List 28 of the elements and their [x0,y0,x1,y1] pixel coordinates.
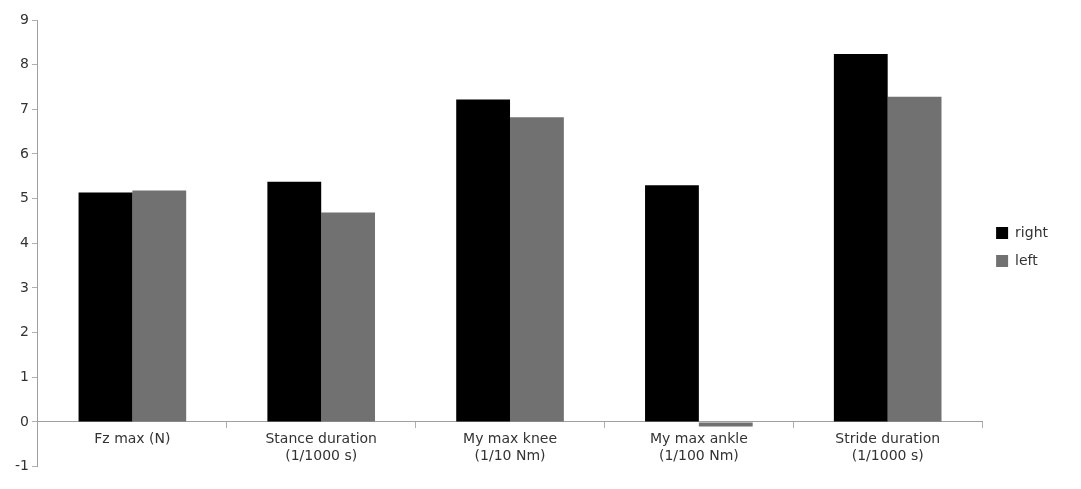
y-tick-label: 8 [20,55,29,72]
x-tick-label: My max ankle (1/100 Nm) [649,429,748,463]
bar [698,422,753,427]
y-tick-label: 9 [20,10,29,27]
bar [510,117,564,422]
legend-label: left [1015,251,1039,268]
x-tick-label: My max knee (1/10 Nm) [463,429,558,463]
x-tick-label: Stance duration (1/1000 s) [265,429,377,463]
y-tick-label: 4 [20,233,30,250]
y-tick-label: 2 [20,323,29,340]
legend-label: right [1015,223,1049,240]
y-tick-label: -1 [14,457,29,474]
y-tick-label: 7 [20,99,29,116]
x-tick-label: Fz max (N) [94,429,171,446]
x-tick-label: Stride duration (1/1000 s) [835,429,941,463]
y-tick-label: 1 [20,367,29,384]
y-tick-label: 6 [20,144,30,161]
bar [645,185,699,422]
bar [887,96,942,422]
bar [267,181,322,422]
y-tick-label: 5 [20,189,29,206]
bar [833,53,888,422]
bar [321,212,376,422]
bar [456,99,511,422]
bar [78,192,133,422]
y-tick-label: 0 [20,412,29,429]
bar [132,190,187,422]
y-tick-label: 3 [20,278,29,295]
